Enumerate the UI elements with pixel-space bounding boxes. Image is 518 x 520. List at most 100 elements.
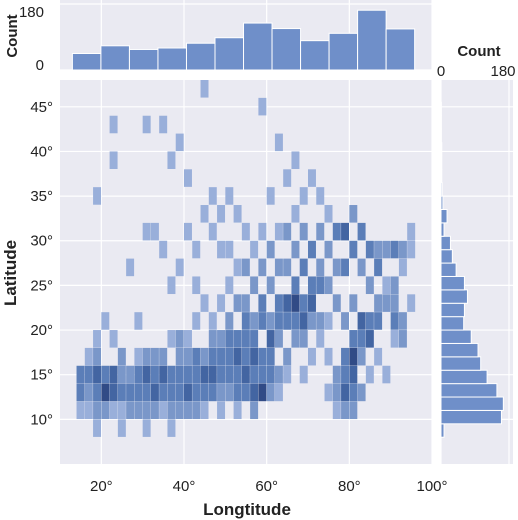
heatmap-cell xyxy=(291,312,300,330)
heatmap-cell xyxy=(134,347,143,366)
heatmap-cell xyxy=(341,365,350,384)
heatmap-cell xyxy=(175,365,184,384)
heatmap-cell xyxy=(175,347,184,366)
heatmap-cell xyxy=(250,365,259,384)
heatmap-cell xyxy=(184,330,192,348)
top-marginal-count-title: Count xyxy=(4,14,21,57)
heatmap-cell xyxy=(274,365,283,384)
heatmap-cell xyxy=(316,330,325,348)
heatmap-cell xyxy=(266,347,275,366)
heatmap-cell xyxy=(93,330,102,348)
heatmap-cell xyxy=(308,169,316,187)
heatmap-cell xyxy=(308,347,316,366)
y-tick-label: 35° xyxy=(30,188,53,205)
heatmap-cell xyxy=(341,383,350,402)
y-tick-label: 25° xyxy=(30,277,53,294)
top-marginal-bar xyxy=(157,47,187,71)
heatmap-cell xyxy=(126,383,135,402)
top-marginal-tick-labels: 0 180 xyxy=(19,4,44,74)
x-tick-label: 80° xyxy=(338,478,361,495)
heatmap-cell xyxy=(208,383,217,402)
heatmap-cell xyxy=(208,347,217,366)
top-marginal-bar xyxy=(71,53,102,71)
heatmap-cell xyxy=(390,294,399,312)
top-marginal-bar xyxy=(214,37,245,71)
heatmap-cell xyxy=(167,401,176,420)
heatmap-cell xyxy=(225,347,234,366)
heatmap-cell xyxy=(134,365,143,384)
heatmap-cell xyxy=(332,258,341,277)
heatmap-cell xyxy=(316,258,325,277)
heatmap-cell xyxy=(241,294,250,312)
heatmap-cell xyxy=(299,365,308,384)
heatmap-cell xyxy=(250,401,259,420)
heatmap-cell xyxy=(93,401,102,420)
heatmap-cell xyxy=(258,312,267,330)
heatmap-cell xyxy=(150,222,159,241)
heatmap-cell xyxy=(274,330,283,348)
x-tick-label: 60° xyxy=(255,478,278,495)
heatmap-cell xyxy=(332,222,341,241)
heatmap-cell xyxy=(299,222,308,241)
heatmap-cell xyxy=(365,365,374,384)
heatmap-cell xyxy=(184,222,192,241)
heatmap-cell xyxy=(291,205,300,223)
heatmap-cell xyxy=(117,365,126,384)
heatmap-cell xyxy=(283,222,292,241)
heatmap-cell xyxy=(324,205,333,223)
heatmap-cell xyxy=(374,258,383,277)
heatmap-cell xyxy=(291,276,300,295)
heatmap-cell xyxy=(134,312,143,330)
top-marginal-bar xyxy=(128,48,159,71)
heatmap-cell xyxy=(109,365,118,384)
heatmap-cell xyxy=(241,365,250,384)
heatmap-cell xyxy=(349,205,358,223)
heatmap-cell xyxy=(258,383,267,402)
top-marginal-bars xyxy=(71,9,416,71)
heatmap-cell xyxy=(84,347,93,366)
heatmap-cell xyxy=(93,365,102,384)
right-marginal-bar xyxy=(440,423,445,438)
heatmap-cell xyxy=(349,294,358,312)
heatmap-cell xyxy=(357,383,366,402)
heatmap-cell xyxy=(175,401,184,420)
heatmap-cell xyxy=(308,276,316,295)
heatmap-cell xyxy=(117,419,126,437)
right-marginal-tick-label: 0 xyxy=(437,63,445,80)
heatmap-cell xyxy=(184,365,192,384)
heatmap-cell xyxy=(266,383,275,402)
heatmap-cell xyxy=(225,240,234,259)
heatmap-cell xyxy=(167,419,176,437)
heatmap-cell xyxy=(266,330,275,348)
heatmap-cell xyxy=(225,276,234,295)
top-marginal-bar xyxy=(328,32,359,71)
right-marginal-bar xyxy=(440,208,448,224)
heatmap-cell xyxy=(407,240,416,259)
heatmap-cell xyxy=(76,383,85,402)
y-tick-label: 45° xyxy=(30,99,53,116)
top-marginal-bar xyxy=(100,45,130,71)
heatmap-cell xyxy=(184,169,192,187)
heatmap-cell xyxy=(357,347,366,366)
heatmap-cell xyxy=(374,312,383,330)
heatmap-cell xyxy=(142,115,151,134)
heatmap-cell xyxy=(398,240,407,259)
heatmap-cell xyxy=(217,205,226,223)
heatmap-cell xyxy=(192,383,201,402)
heatmap-cell xyxy=(150,401,159,420)
heatmap-cell xyxy=(283,169,292,187)
heatmap-cell xyxy=(316,312,325,330)
heatmap-cell xyxy=(316,276,325,295)
heatmap-cell xyxy=(299,294,308,312)
heatmap-cell xyxy=(76,365,85,384)
heatmap-cell xyxy=(258,258,267,277)
x-tick-label: 20° xyxy=(90,478,113,495)
heatmap-cell xyxy=(233,347,242,366)
heatmap-cell xyxy=(142,347,151,366)
heatmap-cell xyxy=(266,240,275,259)
heatmap-cell xyxy=(217,240,226,259)
heatmap-cell xyxy=(398,312,407,330)
heatmap-cell xyxy=(291,294,300,312)
x-tick-labels: 20° 40° 60° 80° 100° xyxy=(90,478,448,495)
